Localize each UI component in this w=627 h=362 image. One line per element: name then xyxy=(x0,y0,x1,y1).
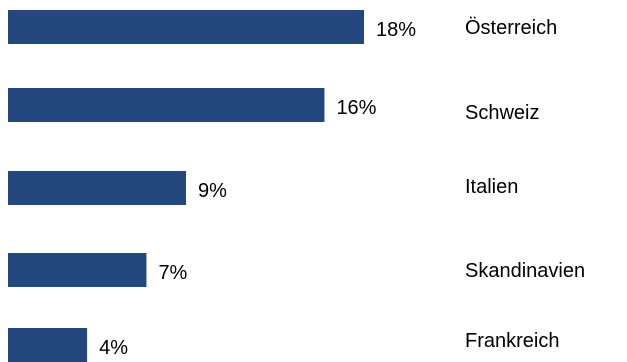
category-label-schweiz: Schweiz xyxy=(465,102,539,124)
value-label-skandinavien: 7% xyxy=(158,262,187,284)
value-label-schweiz: 16% xyxy=(336,97,376,119)
value-label-frankreich: 4% xyxy=(99,337,128,359)
bar-skandinavien xyxy=(8,253,147,287)
category-label-skandinavien: Skandinavien xyxy=(465,260,585,282)
bar-schweiz xyxy=(8,88,325,122)
bar-frankreich xyxy=(8,328,88,362)
value-label-italien: 9% xyxy=(198,180,227,202)
bar-österreich xyxy=(8,10,364,44)
category-label-frankreich: Frankreich xyxy=(465,330,559,352)
bars-group xyxy=(8,10,364,362)
category-labels-group: Österreich Schweiz Italien Skandinavien Fran… xyxy=(465,17,585,352)
value-label-österreich: 18% xyxy=(376,19,416,41)
value-labels-group: 18% 16% 9% 7% 4% xyxy=(99,19,416,359)
category-label-italien: Italien xyxy=(465,176,518,198)
bar-italien xyxy=(8,171,186,205)
category-label-österreich: Österreich xyxy=(465,17,557,39)
